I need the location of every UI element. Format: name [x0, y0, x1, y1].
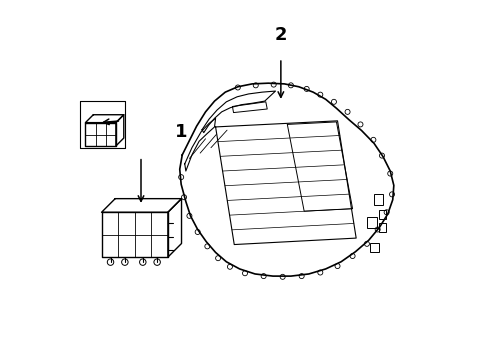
- Bar: [367, 217, 377, 228]
- Bar: [370, 243, 379, 252]
- Bar: [379, 211, 386, 220]
- Text: 1: 1: [175, 123, 188, 141]
- Bar: [379, 223, 386, 232]
- Text: 2: 2: [274, 26, 287, 44]
- Bar: [374, 194, 383, 205]
